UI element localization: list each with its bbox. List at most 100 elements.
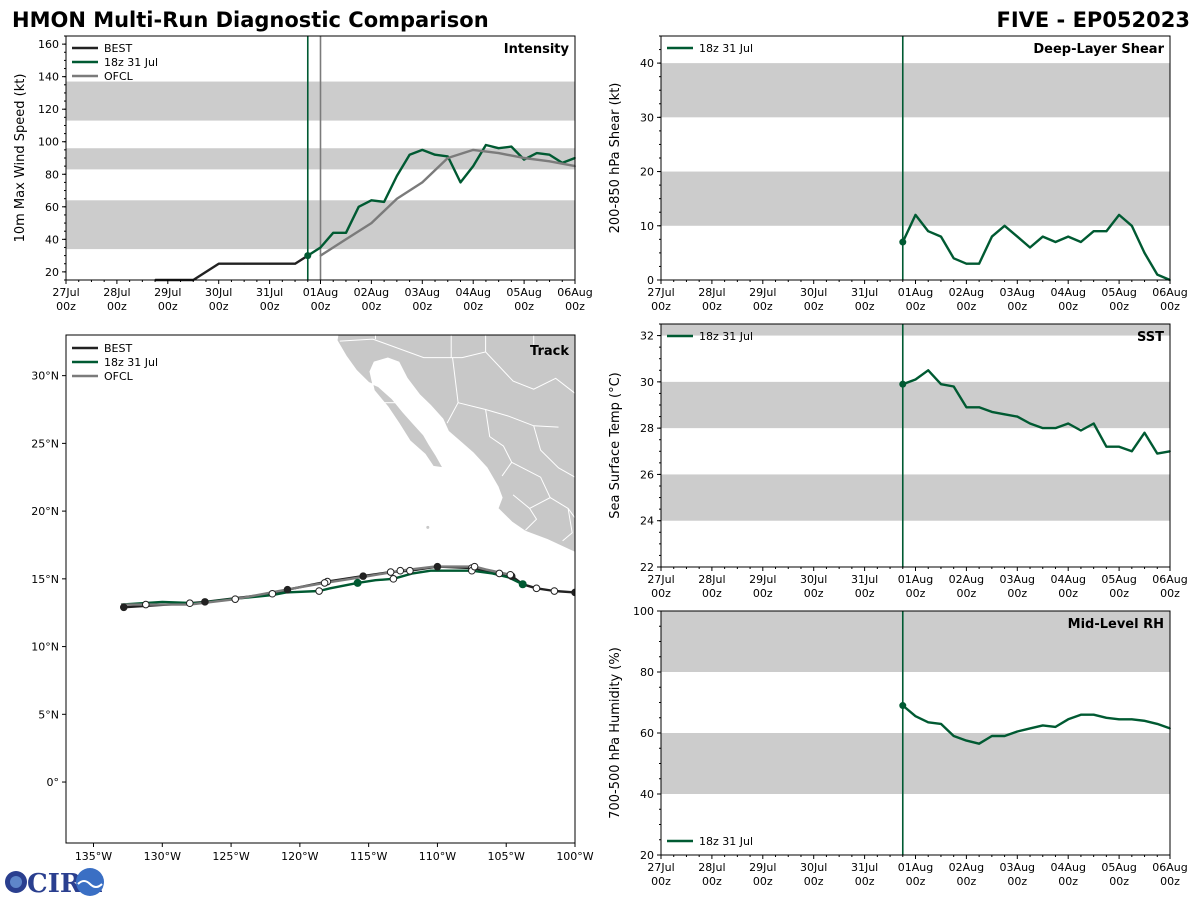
intensity-series-run-point: [510, 145, 513, 148]
sst-series-run-point: [1029, 422, 1031, 425]
track-best-marker: [433, 562, 442, 571]
intensity-ytick-label: 100: [38, 136, 59, 149]
intensity-ytick-label: 80: [45, 168, 59, 181]
intensity-series-ofcl-point: [548, 160, 551, 163]
shear-xtick-date: 02Aug: [949, 286, 984, 299]
track-best-marker: [359, 572, 367, 580]
sst-series-run-point: [1003, 413, 1006, 416]
track-ofcl-marker: [231, 595, 240, 603]
shear-series-run-point: [1067, 235, 1070, 238]
ocean-badge-icon: [76, 868, 104, 896]
intensity-xtick-hour: 00z: [514, 300, 534, 313]
shear-ytick-label: 40: [640, 57, 654, 70]
rh-ytick-label: 40: [640, 788, 654, 801]
shear-xtick-date: 01Aug: [898, 286, 933, 299]
rh-xtick-hour: 00z: [753, 875, 773, 888]
sst-xtick-date: 27Jul: [647, 573, 674, 586]
sst-xtick-date: 06Aug: [1152, 573, 1187, 586]
shear-series-run-point: [1105, 230, 1108, 233]
track-ofcl-marker: [320, 579, 329, 587]
rh-ytick-label: 100: [633, 605, 654, 618]
rh-series-run-point: [927, 721, 930, 724]
intensity-series-run-point: [383, 201, 386, 203]
rh-series-run-point: [1067, 718, 1070, 721]
track-best-marker: [571, 588, 575, 597]
state-border: [549, 497, 573, 542]
sst-xtick-hour: 00z: [957, 587, 977, 600]
shear-panel-title: Deep-Layer Shear: [1033, 42, 1164, 57]
rh-xtick-date: 06Aug: [1152, 861, 1187, 874]
intensity-series-run-point: [485, 144, 487, 146]
intensity-legend-label: BEST: [104, 42, 132, 55]
rh-xtick-hour: 00z: [906, 875, 926, 888]
track-ytick-label: 15°N: [31, 573, 59, 586]
sst-series-run-point: [1067, 422, 1070, 425]
sst-series-run-point: [1143, 431, 1146, 434]
track-ytick-label: 20°N: [31, 505, 59, 518]
track-ofcl-marker: [396, 566, 405, 575]
track-ytick-label: 25°N: [31, 437, 59, 450]
rh-series-run-point: [1029, 727, 1031, 730]
sst-ytick-label: 24: [640, 515, 654, 528]
track-xtick-label: 125°W: [212, 850, 249, 863]
sst-series-run-point: [1105, 445, 1108, 448]
sst-ytick-label: 32: [640, 330, 654, 343]
sst-series-run-point: [952, 385, 955, 388]
sst-xtick-date: 01Aug: [898, 573, 933, 586]
rh-xtick-date: 28Jul: [698, 861, 725, 874]
intensity-xtick-date: 03Aug: [405, 286, 440, 299]
track-best-marker: [268, 589, 277, 598]
sst-axes-frame: [660, 323, 1171, 568]
intensity-series-run-point: [421, 148, 424, 151]
sst-xtick-date: 04Aug: [1050, 573, 1085, 586]
shear-series-run-point: [1118, 214, 1120, 216]
rh-xtick-hour: 00z: [804, 875, 824, 888]
rh-xtick-hour: 00z: [1007, 875, 1027, 888]
shear-xtick-date: 30Jul: [800, 286, 827, 299]
track-best-marker: [495, 569, 504, 578]
intensity-ytick-label: 120: [38, 103, 59, 116]
sst-series-run-point: [1016, 415, 1019, 418]
shear-series-run-point: [1016, 235, 1019, 238]
rh-xtick-date: 05Aug: [1101, 861, 1136, 874]
rh-series-run-point: [952, 735, 955, 737]
sst-series-run-point: [899, 380, 907, 388]
intensity-series-ofcl-point: [472, 148, 475, 151]
shear-ytick-label: 0: [647, 274, 654, 287]
track-map-area: [119, 335, 575, 612]
shear-series-run-point: [965, 262, 968, 265]
shear-series-run-line: [901, 213, 1171, 282]
track-best-marker: [406, 566, 414, 575]
intensity-series-run-point: [459, 181, 462, 184]
shear-xtick-hour: 00z: [1160, 300, 1180, 313]
wave-icon: [77, 880, 103, 888]
intensity-xtick-date: 28Jul: [103, 286, 130, 299]
rh-series-run-point: [914, 715, 917, 718]
intensity-series-run-point: [357, 205, 360, 208]
track-xtick-label: 135°W: [75, 850, 112, 863]
shear-series-run-point: [940, 235, 942, 238]
intensity-series-best-line: [155, 254, 309, 282]
intensity-xtick-date: 05Aug: [506, 286, 541, 299]
shear-ytick-label: 30: [640, 111, 654, 124]
intensity-xtick-date: 31Jul: [256, 286, 283, 299]
shear-series-run-point: [914, 214, 917, 216]
rh-xtick-date: 04Aug: [1050, 861, 1085, 874]
sst-xtick-hour: 00z: [1160, 587, 1180, 600]
track-xtick-label: 100°W: [556, 850, 593, 863]
rh-xtick-hour: 00z: [702, 875, 722, 888]
shear-xtick-hour: 00z: [855, 300, 875, 313]
sst-series-run-point: [965, 406, 968, 409]
intensity-panel: 2040608010012014016027Jul00z28Jul00z29Ju…: [13, 35, 593, 313]
rh-xtick-hour: 00z: [1109, 875, 1129, 888]
intensity-series-best-point: [243, 262, 246, 265]
rh-series-run-point: [1130, 718, 1133, 721]
shear-series-run-point: [1130, 224, 1133, 227]
rh-xtick-date: 01Aug: [898, 861, 933, 874]
intensity-series-run-point: [472, 165, 475, 168]
rh-panel: 2040608010027Jul00z28Jul00z29Jul00z30Jul…: [608, 605, 1188, 888]
track-panel: 135°W 130°W 125°W 120°W 115°W 110°W 105°W 100°W…: [31, 334, 594, 863]
intensity-series-ofcl-point: [523, 157, 525, 159]
shear-series-run-point: [1080, 241, 1082, 243]
